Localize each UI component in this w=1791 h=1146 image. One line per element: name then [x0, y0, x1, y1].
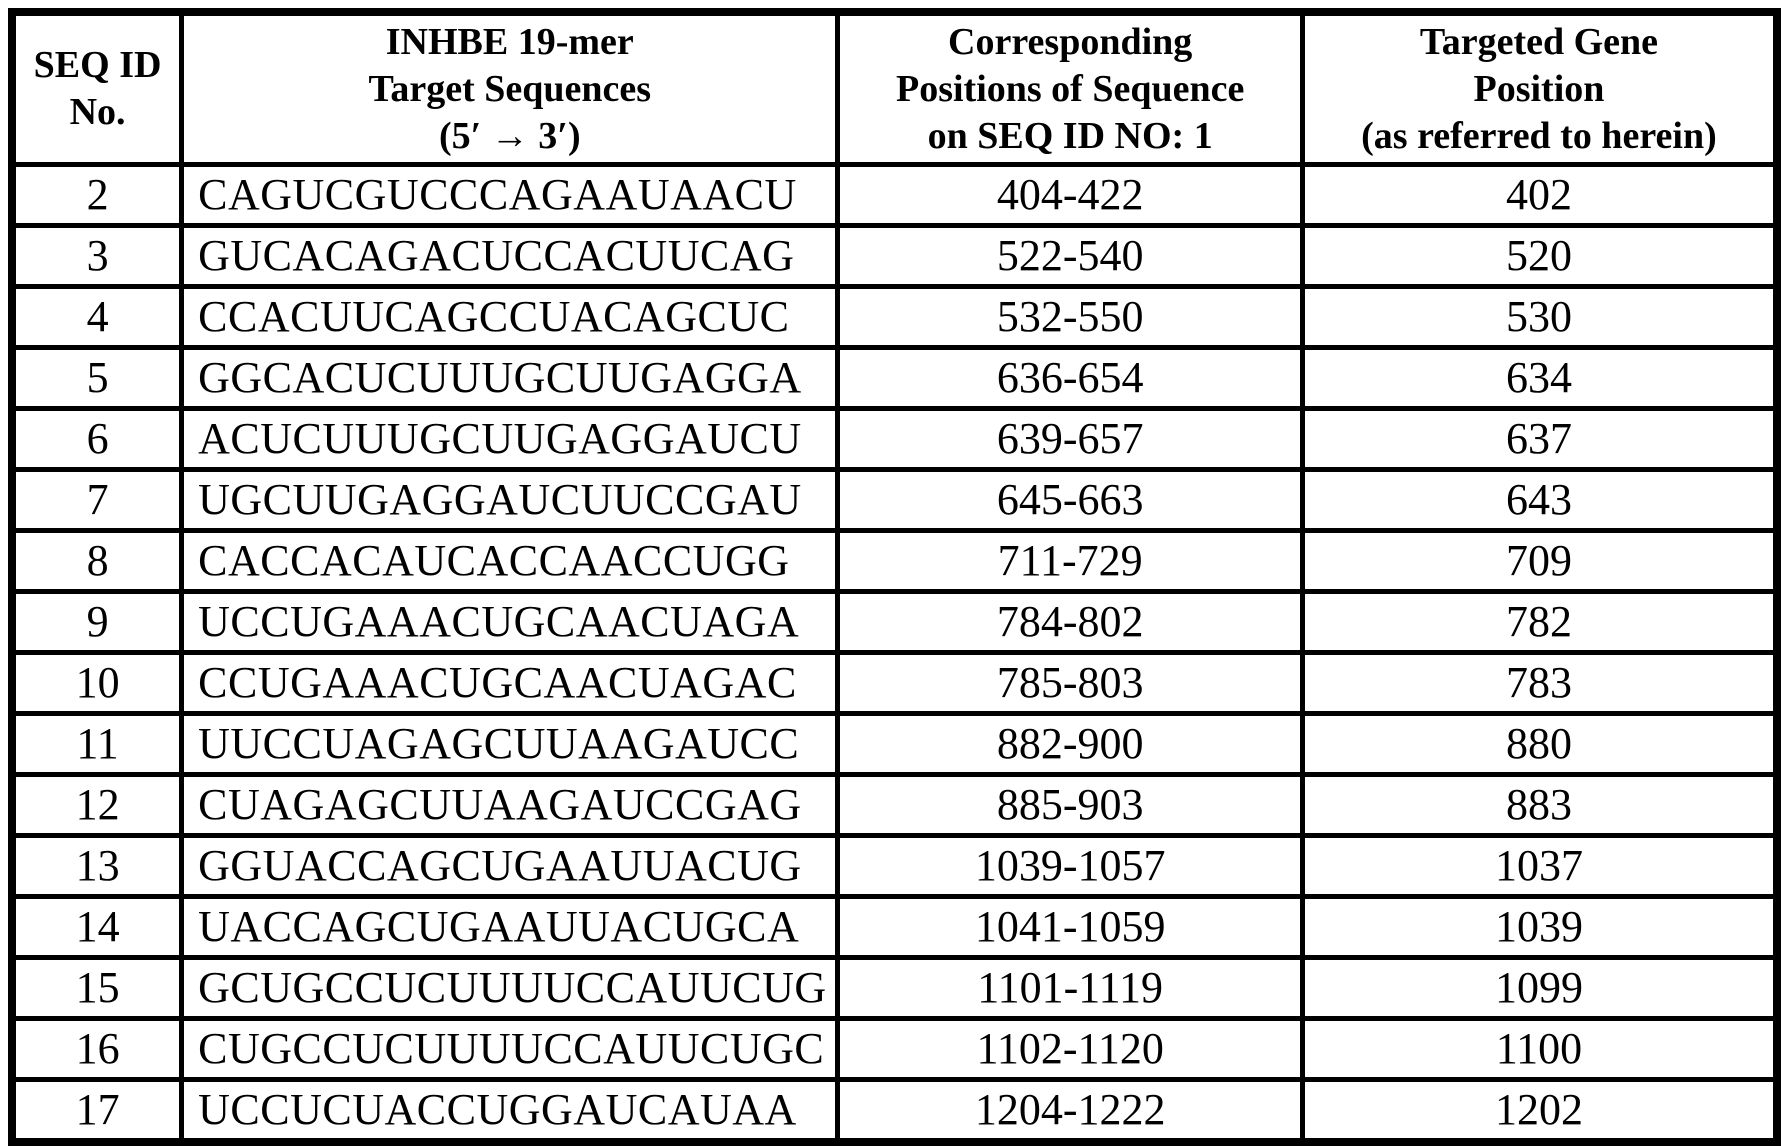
seq-id-cell: 6	[9, 406, 185, 472]
targeted-gene-position-header: Targeted Gene Position (as referred to h…	[1299, 9, 1780, 167]
seq-id-cell: 11	[9, 711, 185, 777]
positions-cell: 404-422	[835, 162, 1305, 228]
gene-position-cell: 783	[1299, 650, 1780, 716]
header-line: Target Sequences	[368, 67, 652, 110]
inhbe-target-sequences-table: SEQ ID No. INHBE 19-mer Target Sequences…	[8, 8, 1781, 1146]
positions-cell: 639-657	[835, 406, 1305, 472]
gene-position-cell: 782	[1299, 589, 1780, 655]
table-row: 3 GUCACAGACUCCACUUCAG 522-540 520	[9, 223, 1780, 289]
table-row: 13 GGUACCAGCUGAAUUACUG 1039-1057 1037	[9, 833, 1780, 899]
patent-table-page: SEQ ID No. INHBE 19-mer Target Sequences…	[8, 8, 1781, 1146]
table-row: 4 CCACUUCAGCCUACAGCUC 532-550 530	[9, 284, 1780, 350]
sequence-cell: GGUACCAGCUGAAUUACUG	[179, 833, 841, 899]
gene-position-cell: 709	[1299, 528, 1780, 594]
positions-cell: 645-663	[835, 467, 1305, 533]
gene-position-cell: 1100	[1299, 1016, 1780, 1082]
positions-cell: 1102-1120	[835, 1016, 1305, 1082]
positions-cell: 885-903	[835, 772, 1305, 838]
gene-position-cell: 402	[1299, 162, 1780, 228]
seq-id-cell: 12	[9, 772, 185, 838]
table-row: 15 GCUGCCUCUUUUCCAUUCUG 1101-1119 1099	[9, 955, 1780, 1021]
gene-position-cell: 1202	[1299, 1077, 1780, 1145]
gene-position-cell: 520	[1299, 223, 1780, 289]
sequence-cell: GUCACAGACUCCACUUCAG	[179, 223, 841, 289]
gene-position-cell: 643	[1299, 467, 1780, 533]
header-line: Targeted Gene	[1419, 20, 1659, 63]
table-row: 2 CAGUCGUCCCAGAAUAACU 404-422 402	[9, 162, 1780, 228]
seq-id-cell: 16	[9, 1016, 185, 1082]
header-line: SEQ ID	[33, 44, 162, 86]
seq-id-cell: 3	[9, 223, 185, 289]
seq-id-cell: 10	[9, 650, 185, 716]
table-row: 11 UUCCUAGAGCUUAAGAUCC 882-900 880	[9, 711, 1780, 777]
gene-position-cell: 1039	[1299, 894, 1780, 960]
seq-id-cell: 17	[9, 1077, 185, 1145]
table-row: 17 UCCUCUACCUGGAUCAUAA 1204-1222 1202	[9, 1077, 1780, 1145]
sequence-cell: CACCACAUCACCAACCUGG	[179, 528, 841, 594]
corresponding-positions-header: Corresponding Positions of Sequence on S…	[835, 9, 1305, 167]
positions-cell: 882-900	[835, 711, 1305, 777]
sequence-cell: UCCUCUACCUGGAUCAUAA	[179, 1077, 841, 1145]
header-line: Corresponding	[948, 20, 1193, 63]
seq-id-cell: 5	[9, 345, 185, 411]
seq-id-cell: 4	[9, 284, 185, 350]
table-row: 7 UGCUUGAGGAUCUUCCGAU 645-663 643	[9, 467, 1780, 533]
positions-cell: 785-803	[835, 650, 1305, 716]
seq-id-cell: 2	[9, 162, 185, 228]
sequence-cell: CAGUCGUCCCAGAAUAACU	[179, 162, 841, 228]
sequence-cell: UGCUUGAGGAUCUUCCGAU	[179, 467, 841, 533]
gene-position-cell: 530	[1299, 284, 1780, 350]
gene-position-cell: 1037	[1299, 833, 1780, 899]
seq-id-cell: 14	[9, 894, 185, 960]
seq-id-cell: 7	[9, 467, 185, 533]
table-row: 16 CUGCCUCUUUUCCAUUCUGC 1102-1120 1100	[9, 1016, 1780, 1082]
header-line: No.	[69, 91, 126, 133]
header-line: (as referred to herein)	[1361, 114, 1717, 157]
positions-cell: 1101-1119	[835, 955, 1305, 1021]
positions-cell: 532-550	[835, 284, 1305, 350]
positions-cell: 636-654	[835, 345, 1305, 411]
header-line: on SEQ ID NO: 1	[927, 114, 1213, 157]
header-line: Positions of Sequence	[895, 67, 1245, 110]
sequence-cell: UCCUGAAACUGCAACUAGA	[179, 589, 841, 655]
sequence-cell: GCUGCCUCUUUUCCAUUCUG	[179, 955, 841, 1021]
seq-id-header: SEQ ID No.	[9, 9, 185, 167]
sequence-cell: CCUGAAACUGCAACUAGAC	[179, 650, 841, 716]
positions-cell: 1039-1057	[835, 833, 1305, 899]
positions-cell: 1204-1222	[835, 1077, 1305, 1145]
gene-position-cell: 883	[1299, 772, 1780, 838]
header-row: SEQ ID No. INHBE 19-mer Target Sequences…	[9, 9, 1780, 167]
table-row: 12 CUAGAGCUUAAGAUCCGAG 885-903 883	[9, 772, 1780, 838]
sequence-cell: CUGCCUCUUUUCCAUUCUGC	[179, 1016, 841, 1082]
target-sequences-header: INHBE 19-mer Target Sequences (5′ → 3′)	[179, 9, 841, 167]
gene-position-cell: 1099	[1299, 955, 1780, 1021]
table-row: 8 CACCACAUCACCAACCUGG 711-729 709	[9, 528, 1780, 594]
sequence-cell: UUCCUAGAGCUUAAGAUCC	[179, 711, 841, 777]
sequence-cell: CCACUUCAGCCUACAGCUC	[179, 284, 841, 350]
seq-id-cell: 9	[9, 589, 185, 655]
sequence-cell: ACUCUUUGCUUGAGGAUCU	[179, 406, 841, 472]
table-row: 5 GGCACUCUUUGCUUGAGGA 636-654 634	[9, 345, 1780, 411]
positions-cell: 711-729	[835, 528, 1305, 594]
header-line: Position	[1473, 67, 1605, 110]
seq-id-cell: 13	[9, 833, 185, 899]
positions-cell: 1041-1059	[835, 894, 1305, 960]
gene-position-cell: 634	[1299, 345, 1780, 411]
positions-cell: 784-802	[835, 589, 1305, 655]
table-row: 6 ACUCUUUGCUUGAGGAUCU 639-657 637	[9, 406, 1780, 472]
table-row: 10 CCUGAAACUGCAACUAGAC 785-803 783	[9, 650, 1780, 716]
seq-id-cell: 15	[9, 955, 185, 1021]
table-row: 14 UACCAGCUGAAUUACUGCA 1041-1059 1039	[9, 894, 1780, 960]
gene-position-cell: 637	[1299, 406, 1780, 472]
gene-position-cell: 880	[1299, 711, 1780, 777]
sequence-cell: CUAGAGCUUAAGAUCCGAG	[179, 772, 841, 838]
sequence-cell: GGCACUCUUUGCUUGAGGA	[179, 345, 841, 411]
table-row: 9 UCCUGAAACUGCAACUAGA 784-802 782	[9, 589, 1780, 655]
header-line: (5′ → 3′)	[438, 114, 581, 157]
sequence-cell: UACCAGCUGAAUUACUGCA	[179, 894, 841, 960]
positions-cell: 522-540	[835, 223, 1305, 289]
seq-id-cell: 8	[9, 528, 185, 594]
header-line: INHBE 19-mer	[385, 20, 634, 63]
